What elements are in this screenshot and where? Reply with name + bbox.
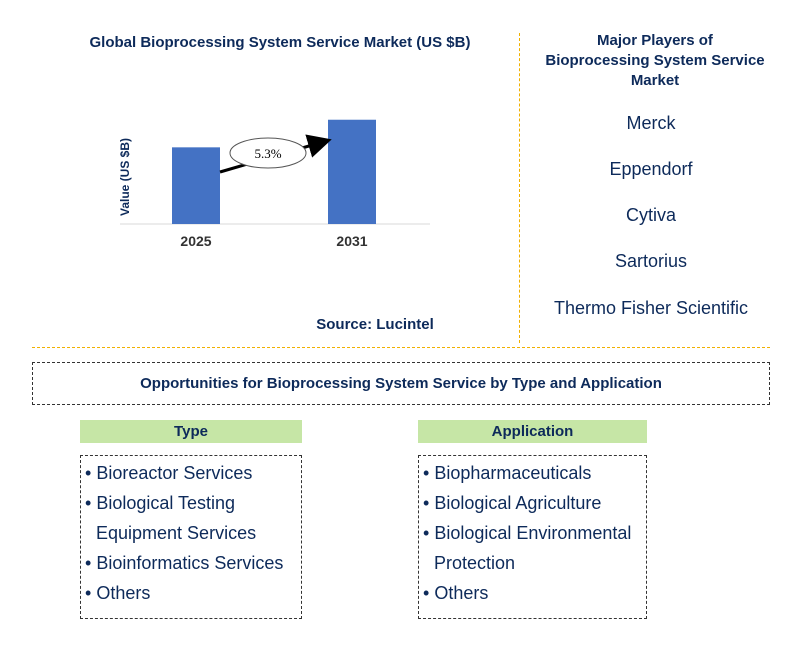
vertical-divider	[519, 33, 520, 343]
player-item: Thermo Fisher Scientific	[553, 298, 749, 318]
x-tick-label: 2031	[336, 233, 367, 249]
type-header: Type	[80, 420, 302, 443]
type-list: Bioreactor Services Biological Testing E…	[80, 455, 302, 619]
y-axis-label: Value (US $B)	[118, 138, 132, 216]
players-title: Major Players of Bioprocessing System Se…	[545, 32, 765, 89]
player-item: Sartorius	[614, 251, 688, 271]
opportunities-title: Opportunities for Bioprocessing System S…	[140, 375, 662, 392]
list-item: Biopharmaceuticals	[423, 458, 642, 488]
bar-2031	[328, 119, 376, 224]
chart-title: Global Bioprocessing System Service Mark…	[89, 34, 471, 51]
bar-chart: Value (US $B) 2025 2031 5.3%	[118, 119, 430, 249]
list-item: Others	[423, 578, 642, 608]
list-item: Biological Agriculture	[423, 488, 642, 518]
list-item: Biological Testing Equipment Services	[85, 488, 297, 548]
list-item: Others	[85, 578, 297, 608]
list-item: Bioinformatics Services	[85, 548, 297, 578]
player-item: Merck	[626, 113, 676, 133]
application-list: Biopharmaceuticals Biological Agricultur…	[418, 455, 647, 619]
player-item: Eppendorf	[609, 159, 693, 179]
opportunities-title-box: Opportunities for Bioprocessing System S…	[32, 362, 770, 405]
horizontal-divider	[32, 347, 770, 348]
application-header: Application	[418, 420, 647, 443]
cagr-badge	[229, 137, 307, 169]
list-item: Biological Environmental Protection	[423, 518, 642, 578]
bar-2025	[172, 147, 220, 224]
x-tick-label: 2025	[180, 233, 211, 249]
cagr-label: 5.3%	[254, 146, 281, 161]
source-note: Source: Lucintel	[316, 316, 434, 333]
list-item: Bioreactor Services	[85, 458, 297, 488]
player-item: Cytiva	[625, 205, 676, 225]
